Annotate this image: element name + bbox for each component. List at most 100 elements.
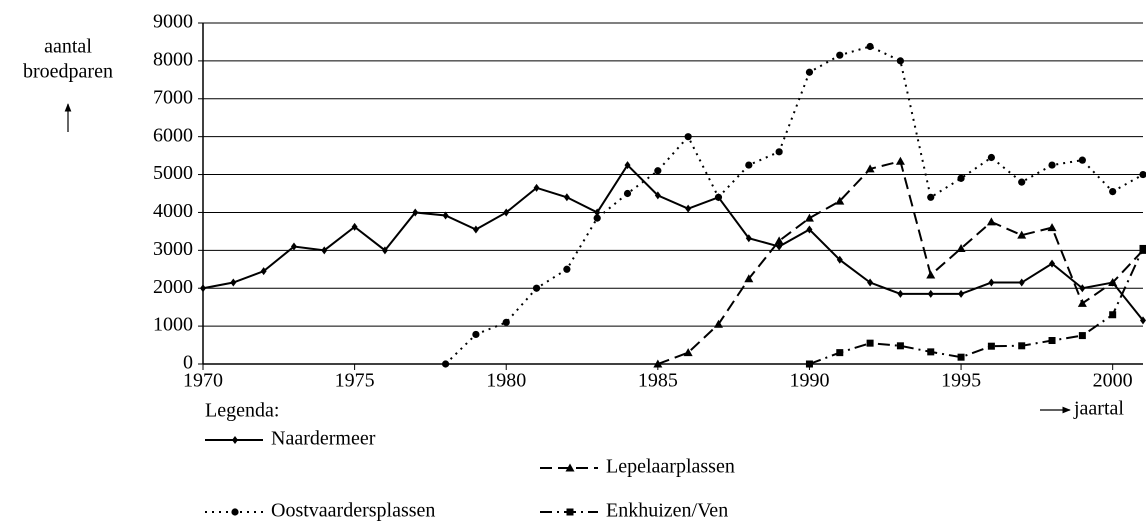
- legend-label: Lepelaarplassen: [606, 456, 735, 478]
- data-point: [381, 246, 388, 255]
- data-point: [533, 183, 540, 192]
- data-point: [624, 161, 631, 170]
- data-point: [1079, 284, 1086, 293]
- y-tick-label: 6000: [153, 124, 193, 146]
- y-tick-label: 7000: [153, 86, 193, 108]
- data-point: [836, 255, 843, 264]
- data-point: [684, 133, 692, 141]
- data-point: [867, 278, 874, 287]
- data-point: [1077, 298, 1087, 307]
- series-line: [657, 160, 1144, 365]
- data-point: [713, 319, 723, 328]
- data-point: [776, 242, 783, 251]
- data-point: [1078, 156, 1086, 164]
- x-tick-label: 2000: [1093, 370, 1133, 392]
- data-point: [1018, 278, 1025, 287]
- data-point: [260, 267, 267, 276]
- data-point: [200, 284, 206, 293]
- data-point: [230, 278, 237, 287]
- data-point: [1139, 170, 1146, 179]
- data-point: [1109, 188, 1117, 196]
- data-point: [1048, 161, 1056, 169]
- data-point: [714, 193, 723, 201]
- data-point: [472, 330, 480, 339]
- data-point: [926, 270, 936, 279]
- data-point: [1108, 278, 1118, 287]
- data-point: [835, 196, 845, 205]
- series-line: [444, 45, 1144, 365]
- data-point: [866, 339, 874, 347]
- legend-marker: [232, 436, 238, 444]
- data-point: [866, 42, 874, 51]
- data-point: [744, 274, 754, 283]
- x-tick-label: 1970: [183, 370, 223, 392]
- x-tick-label: 1975: [335, 370, 375, 392]
- legend-marker: [566, 508, 574, 516]
- x-tick-label: 1990: [789, 370, 829, 392]
- legend-marker: [565, 463, 575, 472]
- legend-label: Enkhuizen/Ven: [606, 500, 728, 522]
- data-point: [836, 349, 844, 357]
- data-point: [775, 148, 783, 156]
- data-point: [927, 289, 934, 298]
- data-point: [896, 57, 905, 65]
- data-point: [957, 174, 965, 182]
- data-point: [1017, 230, 1027, 239]
- data-point: [957, 353, 965, 361]
- data-point: [895, 156, 905, 165]
- data-point: [805, 360, 813, 368]
- y-tick-label: 4000: [153, 200, 193, 222]
- data-point: [988, 278, 995, 287]
- data-point: [956, 243, 966, 252]
- data-point: [774, 236, 784, 245]
- series-line: [202, 163, 1144, 322]
- legend-title: Legenda:: [205, 400, 279, 422]
- data-point: [1018, 178, 1026, 186]
- x-label: jaartal: [1073, 398, 1124, 420]
- data-point: [1139, 244, 1146, 252]
- data-point: [806, 225, 813, 234]
- data-point: [1078, 332, 1086, 340]
- data-point: [532, 284, 541, 292]
- legend-marker: [231, 508, 239, 516]
- data-point: [987, 342, 995, 350]
- data-point: [623, 189, 632, 198]
- y-tick-label: 1000: [153, 314, 193, 336]
- data-point: [472, 225, 479, 234]
- data-point: [321, 246, 328, 255]
- x-tick-label: 1985: [638, 370, 678, 392]
- data-point: [986, 217, 996, 226]
- x-tick-label: 1980: [486, 370, 526, 392]
- data-point: [1140, 316, 1146, 325]
- y-label: broedparen: [23, 61, 113, 83]
- data-point: [503, 208, 510, 217]
- legend-label: Oostvaardersplassen: [271, 500, 435, 522]
- data-point: [804, 213, 814, 222]
- x-tick-label: 1995: [941, 370, 981, 392]
- data-point: [685, 204, 692, 213]
- data-point: [745, 161, 753, 169]
- data-point: [865, 164, 875, 173]
- data-point: [958, 289, 965, 298]
- y-tick-label: 2000: [153, 276, 193, 298]
- data-point: [654, 167, 662, 175]
- data-point: [593, 214, 601, 222]
- y-tick-label: 5000: [153, 162, 193, 184]
- data-point: [441, 360, 450, 368]
- data-point: [1048, 337, 1056, 345]
- data-point: [412, 208, 419, 217]
- data-point: [927, 193, 935, 201]
- data-point: [563, 193, 570, 202]
- y-tick-label: 3000: [153, 238, 193, 260]
- data-point: [1018, 342, 1026, 350]
- data-point: [745, 234, 752, 243]
- data-point: [653, 359, 663, 368]
- data-point: [836, 51, 844, 59]
- y-tick-label: 9000: [153, 11, 193, 33]
- y-tick-label: 0: [183, 352, 193, 374]
- data-point: [290, 242, 297, 251]
- data-point: [805, 68, 814, 76]
- data-point: [654, 191, 661, 200]
- data-point: [1049, 259, 1056, 268]
